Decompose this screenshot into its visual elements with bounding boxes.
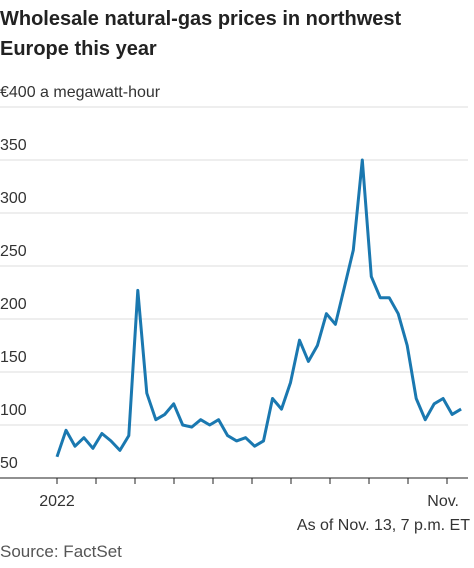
y-tick-label: 100	[0, 402, 27, 419]
x-tick-label: 2022	[39, 493, 75, 510]
y-tick-label: 250	[0, 243, 27, 260]
y-tick-label: 300	[0, 190, 27, 207]
x-tick-label: Nov.	[427, 493, 459, 510]
chart-title: Wholesale natural-gas prices in northwes…	[0, 8, 402, 60]
y-tick-label: 200	[0, 296, 27, 313]
note: As of Nov. 13, 7 p.m. ET	[297, 517, 470, 534]
y-tick-label: 50	[0, 455, 18, 472]
data-line	[55, 158, 462, 458]
y-tick-label: €400 a megawatt-hour	[0, 84, 161, 101]
y-tick-label: 350	[0, 137, 27, 154]
source: Source: FactSet	[0, 542, 122, 561]
y-tick-label: 150	[0, 349, 27, 366]
